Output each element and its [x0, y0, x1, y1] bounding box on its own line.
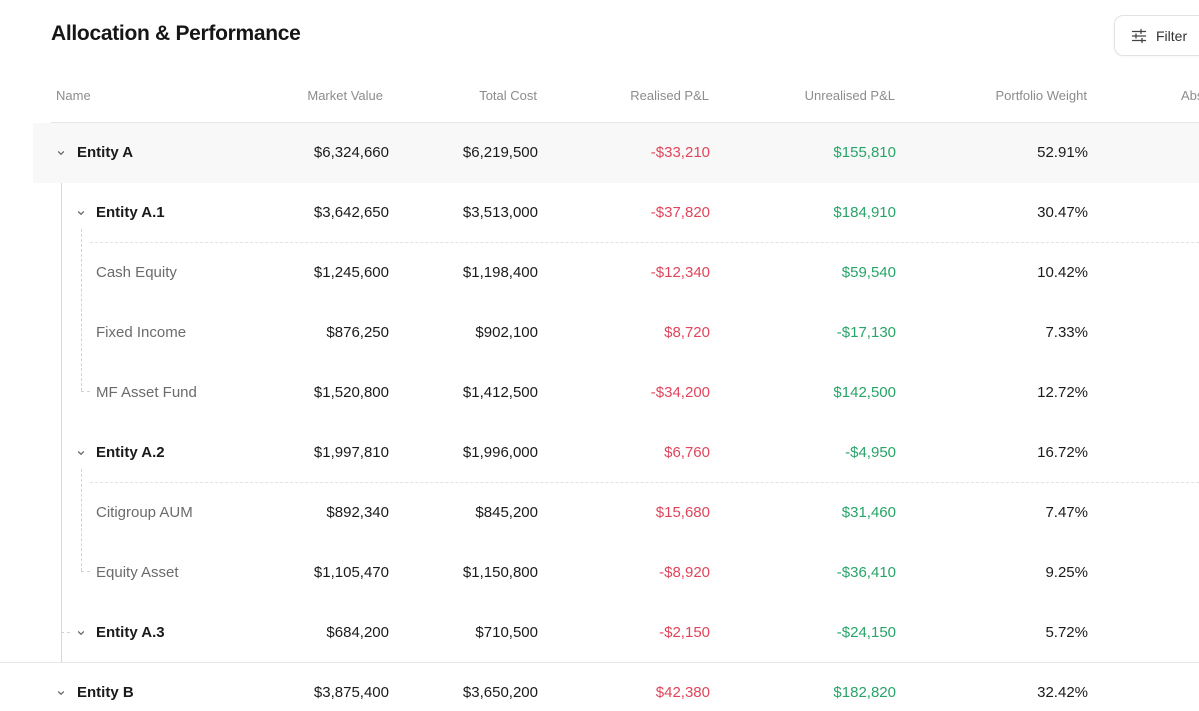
table-header: Name Market Value Total Cost Realised P&… — [51, 66, 1199, 123]
cell-total-cost: $3,513,000 — [462, 204, 538, 221]
cell-total-cost: $1,150,800 — [462, 564, 538, 581]
cell-realised-pl: $42,380 — [655, 684, 710, 701]
table-row[interactable]: Fixed Income $876,250 $902,100 $8,720 -$17,1… — [0, 303, 1199, 363]
column-header-name[interactable]: Name — [56, 88, 91, 103]
column-header-unrealised-pl[interactable]: Unrealised P&L — [804, 88, 895, 103]
table-row[interactable]: Entity A.1 $3,642,650 $3,513,000 -$37,820 $1… — [0, 183, 1199, 243]
cell-portfolio-weight: 7.47% — [1045, 504, 1088, 521]
row-name: Fixed Income — [96, 324, 187, 341]
chevron-down-icon[interactable] — [76, 448, 86, 458]
column-header-portfolio-weight[interactable]: Portfolio Weight — [995, 88, 1087, 103]
cell-realised-pl: -$8,920 — [659, 564, 710, 581]
cell-realised-pl: -$12,340 — [650, 264, 710, 281]
row-name: Entity A.3 — [96, 624, 165, 641]
cell-realised-pl: $15,680 — [655, 504, 710, 521]
cell-unrealised-pl: -$17,130 — [836, 324, 896, 341]
cell-unrealised-pl: $155,810 — [833, 144, 896, 161]
cell-total-cost: $845,200 — [475, 504, 538, 521]
table-row[interactable]: Citigroup AUM $892,340 $845,200 $15,680 $31,… — [0, 483, 1199, 543]
cell-portfolio-weight: 30.47% — [1037, 204, 1088, 221]
cell-unrealised-pl: $184,910 — [833, 204, 896, 221]
tree-line — [81, 391, 90, 392]
cell-market-value: $1,997,810 — [313, 444, 389, 461]
cell-portfolio-weight: 16.72% — [1037, 444, 1088, 461]
row-name: Entity A — [77, 144, 134, 161]
cell-total-cost: $902,100 — [475, 324, 538, 341]
tree-line — [81, 571, 90, 572]
cell-portfolio-weight: 7.33% — [1045, 324, 1088, 341]
table-row[interactable]: MF Asset Fund $1,520,800 $1,412,500 -$34,20… — [0, 363, 1199, 423]
cell-realised-pl: $6,760 — [664, 444, 710, 461]
chevron-down-icon[interactable] — [76, 628, 86, 638]
row-name: MF Asset Fund — [96, 384, 197, 401]
column-header-realised-pl[interactable]: Realised P&L — [630, 88, 709, 103]
column-header-total-cost[interactable]: Total Cost — [479, 88, 537, 103]
table-row[interactable]: Entity A.3 $684,200 $710,500 -$2,150 -$24,15… — [0, 603, 1199, 663]
cell-market-value: $1,105,470 — [313, 564, 389, 581]
cell-portfolio-weight: 12.72% — [1037, 384, 1088, 401]
tree-line — [81, 469, 82, 571]
cell-portfolio-weight: 10.42% — [1037, 264, 1088, 281]
column-header-market-value[interactable]: Market Value — [307, 88, 383, 103]
cell-total-cost: $710,500 — [475, 624, 538, 641]
chevron-down-icon[interactable] — [56, 688, 66, 698]
sliders-icon — [1131, 28, 1147, 44]
chevron-down-icon[interactable] — [76, 208, 86, 218]
row-name: Entity A.2 — [96, 444, 165, 461]
cell-unrealised-pl: -$36,410 — [836, 564, 896, 581]
cell-realised-pl: $8,720 — [664, 324, 710, 341]
cell-unrealised-pl: $59,540 — [841, 264, 896, 281]
cell-total-cost: $6,219,500 — [462, 144, 538, 161]
cell-market-value: $892,340 — [326, 504, 389, 521]
cell-market-value: $876,250 — [326, 324, 389, 341]
cell-unrealised-pl: $142,500 — [833, 384, 896, 401]
cell-market-value: $3,642,650 — [313, 204, 389, 221]
chevron-down-icon[interactable] — [56, 148, 66, 158]
cell-market-value: $684,200 — [326, 624, 389, 641]
row-divider — [90, 482, 1199, 483]
cell-market-value: $6,324,660 — [313, 144, 389, 161]
cell-total-cost: $1,996,000 — [462, 444, 538, 461]
cell-unrealised-pl: $31,460 — [841, 504, 896, 521]
cell-realised-pl: -$34,200 — [650, 384, 710, 401]
cell-portfolio-weight: 5.72% — [1045, 624, 1088, 641]
cell-unrealised-pl: -$4,950 — [845, 444, 896, 461]
tree-line — [61, 632, 70, 633]
cell-market-value: $1,520,800 — [313, 384, 389, 401]
cell-market-value: $3,875,400 — [313, 684, 389, 701]
cell-total-cost: $1,412,500 — [462, 384, 538, 401]
cell-unrealised-pl: -$24,150 — [836, 624, 896, 641]
cell-realised-pl: -$33,210 — [650, 144, 710, 161]
table-row[interactable]: Entity B $3,875,400 $3,650,200 $42,380 $182,… — [0, 663, 1199, 711]
cell-market-value: $1,245,600 — [313, 264, 389, 281]
filter-button[interactable]: Filter — [1114, 15, 1199, 56]
row-divider — [90, 242, 1199, 243]
cell-portfolio-weight: 52.91% — [1037, 144, 1088, 161]
table-row[interactable]: Equity Asset $1,105,470 $1,150,800 -$8,920 -… — [0, 543, 1199, 603]
cell-realised-pl: -$2,150 — [659, 624, 710, 641]
filter-label: Filter — [1156, 27, 1188, 44]
tree-line — [81, 229, 82, 391]
table-row[interactable]: Entity A $6,324,660 $6,219,500 -$33,210 $155… — [33, 123, 1199, 183]
row-name: Equity Asset — [96, 564, 179, 581]
table-row[interactable]: Entity A.2 $1,997,810 $1,996,000 $6,760 -$4,… — [0, 423, 1199, 483]
cell-portfolio-weight: 32.42% — [1037, 684, 1088, 701]
cell-total-cost: $3,650,200 — [462, 684, 538, 701]
column-header-abs[interactable]: Abs — [1181, 88, 1199, 103]
row-name: Entity B — [77, 684, 134, 701]
cell-portfolio-weight: 9.25% — [1045, 564, 1088, 581]
cell-realised-pl: -$37,820 — [650, 204, 710, 221]
tree-line — [61, 183, 62, 662]
page-title: Allocation & Performance — [51, 22, 301, 45]
cell-total-cost: $1,198,400 — [462, 264, 538, 281]
row-name: Entity A.1 — [96, 204, 165, 221]
table-row[interactable]: Cash Equity $1,245,600 $1,198,400 -$12,340 $… — [0, 243, 1199, 303]
row-name: Cash Equity — [96, 264, 177, 281]
cell-unrealised-pl: $182,820 — [833, 684, 896, 701]
row-name: Citigroup AUM — [96, 504, 193, 521]
